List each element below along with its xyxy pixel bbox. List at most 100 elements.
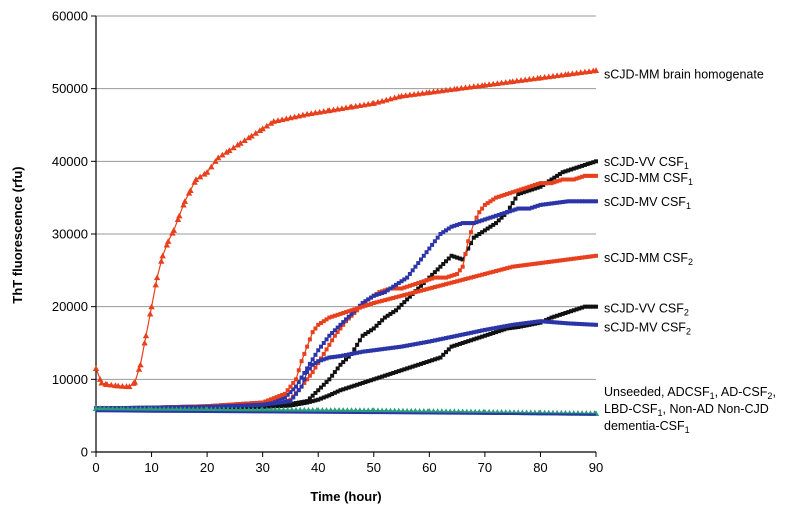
point-3-134 xyxy=(466,221,471,226)
point-1-144 xyxy=(494,221,498,226)
point-1-86 xyxy=(332,370,337,375)
point-6-106 xyxy=(388,346,393,351)
point-3-176 xyxy=(582,199,587,204)
point-2-163 xyxy=(546,181,551,186)
point-4-112 xyxy=(405,292,410,297)
point-6-127 xyxy=(446,335,451,340)
y-tick-labels: 0 10000 20000 30000 40000 50000 60000 xyxy=(52,9,88,460)
point-5-85 xyxy=(330,392,335,397)
point-6-167 xyxy=(557,320,562,325)
point-3-111 xyxy=(402,277,407,282)
point-1-109 xyxy=(396,305,401,310)
point-5-136 xyxy=(471,337,476,342)
point-0-39 xyxy=(212,158,219,164)
point-5-120 xyxy=(427,359,432,364)
series-line-2 xyxy=(96,175,596,409)
point-2-123 xyxy=(435,275,440,280)
point-6-165 xyxy=(552,320,557,325)
point-5-119 xyxy=(424,360,429,365)
point-4-114 xyxy=(410,290,415,295)
point-2-153 xyxy=(519,187,523,192)
point-5-146 xyxy=(499,328,504,333)
x-tick-label-0: 0 xyxy=(92,460,99,475)
point-0-53 xyxy=(263,122,271,129)
series-line-6 xyxy=(95,320,597,409)
point-4-96 xyxy=(360,304,365,309)
point-6-162 xyxy=(544,319,548,324)
point-7-86 xyxy=(434,408,441,414)
point-6-97 xyxy=(363,349,368,354)
point-3-124 xyxy=(438,232,443,236)
point-6-30 xyxy=(177,405,182,410)
point-3-82 xyxy=(321,341,326,345)
point-2-158 xyxy=(532,182,537,187)
point-7-61 xyxy=(335,407,343,413)
point-1-81 xyxy=(319,385,323,390)
point-6-169 xyxy=(563,321,568,326)
point-1-159 xyxy=(535,185,540,190)
point-7-24 xyxy=(190,406,197,412)
point-3-79 xyxy=(313,352,318,357)
point-5-179 xyxy=(591,304,596,309)
point-4-133 xyxy=(463,277,468,282)
x-axis-title: Time (hour) xyxy=(310,489,381,504)
point-7-60 xyxy=(331,407,339,413)
point-4-79 xyxy=(313,326,318,331)
point-7-7 xyxy=(120,405,127,412)
point-4-175 xyxy=(580,255,585,260)
point-0-27 xyxy=(174,216,182,223)
point-6-146 xyxy=(499,324,504,329)
point-4-98 xyxy=(366,302,371,307)
point-7-16 xyxy=(156,405,164,412)
point-3-127 xyxy=(446,226,451,231)
point-5-139 xyxy=(480,334,485,339)
point-5-109 xyxy=(396,369,401,374)
point-4-60 xyxy=(260,400,265,405)
point-1-139 xyxy=(480,230,485,235)
point-0-137 xyxy=(592,67,600,74)
point-4-86 xyxy=(332,313,337,318)
point-4-128 xyxy=(449,280,454,285)
point-6-24 xyxy=(160,405,165,410)
point-3-70 xyxy=(288,390,293,395)
point-5-105 xyxy=(385,372,390,377)
point-3-126 xyxy=(444,228,448,233)
point-4-93 xyxy=(352,307,357,312)
point-7-71 xyxy=(374,407,382,414)
point-6-94 xyxy=(355,350,360,355)
point-3-143 xyxy=(491,214,496,219)
point-2-166 xyxy=(555,179,560,184)
point-7-20 xyxy=(173,406,180,412)
point-5-122 xyxy=(432,357,437,362)
point-1-178 xyxy=(588,161,593,166)
point-3-112 xyxy=(405,275,410,280)
point-2-178 xyxy=(588,173,593,178)
series-label-7-line-2: dementia-CSF1 xyxy=(604,419,690,435)
point-6-124 xyxy=(438,337,443,342)
point-2-140 xyxy=(482,202,487,207)
point-1-122 xyxy=(432,270,437,275)
point-6-129 xyxy=(452,334,457,339)
point-4-110 xyxy=(399,293,404,298)
point-7-50 xyxy=(292,406,300,413)
point-3-150 xyxy=(510,208,515,213)
series-line-4 xyxy=(95,255,597,409)
point-6-102 xyxy=(377,347,382,352)
point-6-123 xyxy=(435,337,440,342)
point-6-57 xyxy=(252,403,257,408)
y-tick-label-60000: 60000 xyxy=(52,9,88,24)
point-4-103 xyxy=(380,298,385,303)
point-3-117 xyxy=(419,257,423,262)
point-5-92 xyxy=(349,384,354,389)
point-5-81 xyxy=(319,396,323,401)
point-7-19 xyxy=(169,406,176,412)
point-3-164 xyxy=(549,201,554,206)
point-4-178 xyxy=(588,254,593,259)
point-5-145 xyxy=(496,329,501,334)
point-7-5 xyxy=(113,405,121,412)
point-4-70 xyxy=(288,384,293,389)
point-7-67 xyxy=(360,407,368,414)
point-3-115 xyxy=(413,264,418,269)
point-6-64 xyxy=(271,401,276,406)
point-5-100 xyxy=(371,377,376,382)
